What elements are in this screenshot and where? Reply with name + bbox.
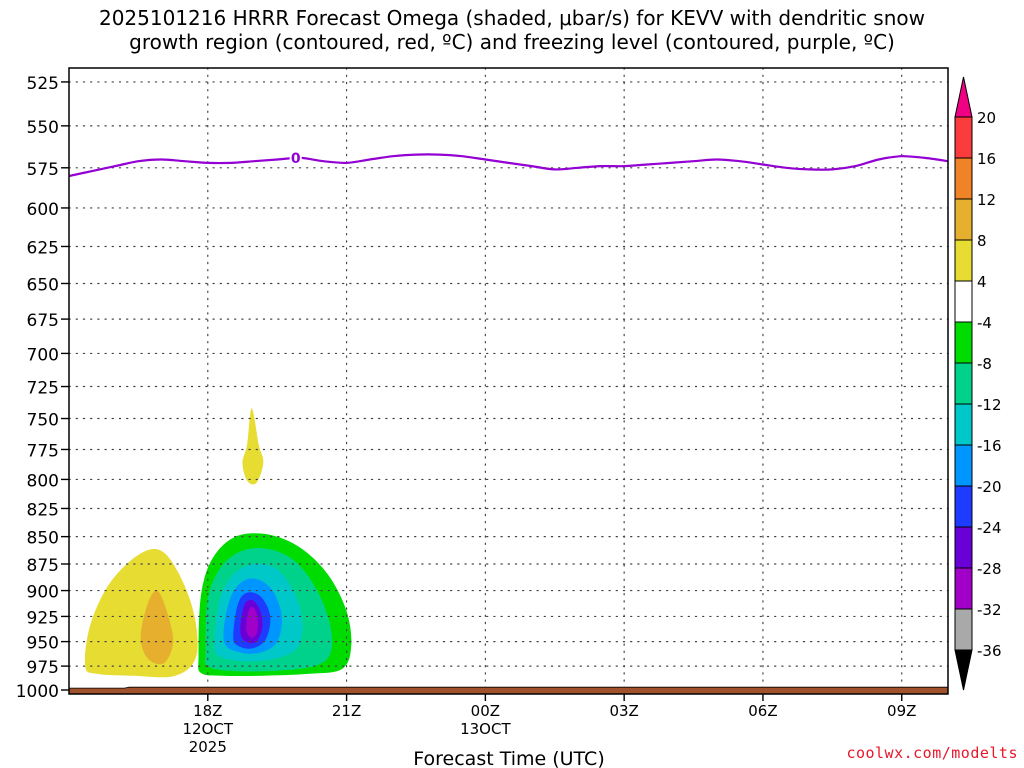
colorbar-bin--16-to--12 (954, 403, 973, 446)
y-tick-label-575: 575 (27, 160, 59, 180)
colorbar-label--32: -32 (977, 601, 1002, 619)
colorbar-bin--36-to--32 (954, 608, 973, 651)
x-tick-label-03Z: 03Z (609, 702, 638, 720)
x-tick-label-09Z: 09Z (887, 702, 916, 720)
chart-title-line-1: 2025101216 HRRR Forecast Omega (shaded, … (98, 6, 925, 30)
colorbar-bin--12-to--8 (954, 362, 973, 405)
colorbar-bin-8-to-12 (954, 198, 973, 241)
omega-region-updraft-moderate-west (140, 590, 174, 665)
y-tick-label-525: 525 (27, 74, 59, 94)
colorbar-bin-16-to-20 (954, 116, 973, 159)
x-tick-year-18Z: 2025 (189, 738, 227, 756)
colorbar-label-8: 8 (977, 232, 987, 250)
colorbar-label--12: -12 (977, 396, 1002, 414)
x-axis-label: Forecast Time (UTC) (413, 748, 604, 768)
colorbar-label--8: -8 (977, 355, 992, 373)
y-tick-label-900: 900 (27, 583, 59, 603)
colorbar-bin--4-to-4 (954, 280, 973, 323)
source-credit: coolwx.com/modelts (846, 744, 1018, 762)
colorbar-label--36: -36 (977, 642, 1002, 660)
colorbar-under-triangle (954, 649, 973, 691)
freezing-level-label: 0 (291, 151, 301, 167)
x-tick-date-18Z: 12OCT (183, 720, 234, 738)
axes-layer: 525 550 575 600 625 650 675 700 725 750 775 800 825 8… (16, 74, 917, 756)
colorbar-bin--32-to--28 (954, 567, 973, 610)
y-tick-label-700: 700 (27, 345, 59, 365)
colorbar-label-16: 16 (977, 150, 996, 168)
colorbar-bin--28-to--24 (954, 526, 973, 569)
colorbar-label--24: -24 (977, 519, 1002, 537)
y-tick-label-975: 975 (27, 658, 59, 678)
y-tick-label-825: 825 (27, 500, 59, 520)
y-tick-label-625: 625 (27, 238, 59, 258)
colorbar-bin-12-to-16 (954, 157, 973, 200)
colorbar-label-20: 20 (977, 109, 996, 127)
colorbar-over-triangle (954, 76, 973, 118)
y-tick-label-675: 675 (27, 311, 59, 331)
x-tick-label-06Z: 06Z (748, 702, 777, 720)
colorbar-label--16: -16 (977, 437, 1002, 455)
y-tick-label-875: 875 (27, 556, 59, 576)
y-tick-label-950: 950 (27, 634, 59, 654)
omega-region-downdraft-minus-28 (246, 606, 258, 638)
y-tick-label-725: 725 (27, 379, 59, 399)
colorbar-label-12: 12 (977, 191, 996, 209)
y-tick-label-750: 750 (27, 411, 59, 431)
chart-title: 2025101216 HRRR Forecast Omega (shaded, … (0, 6, 1024, 54)
x-tick-label-18Z: 18Z (193, 702, 222, 720)
plot-frame (68, 67, 949, 695)
freezing-level-line (69, 153, 948, 178)
x-tick-label-00Z: 00Z (471, 702, 500, 720)
x-tick-label-21Z: 21Z (332, 702, 361, 720)
colorbar-label--4: -4 (977, 314, 992, 332)
y-tick-label-775: 775 (27, 441, 59, 461)
colorbar-bin-4-to-8 (954, 239, 973, 282)
grid-layer (68, 67, 949, 695)
y-tick-label-850: 850 (27, 529, 59, 549)
colorbar-label--28: -28 (977, 560, 1002, 578)
y-tick-label-650: 650 (27, 275, 59, 295)
chart-title-line-2: growth region (contoured, red, ºC) and f… (129, 30, 895, 54)
terrain-ground (69, 686, 948, 694)
colorbar-bin--8-to--4 (954, 321, 973, 364)
colorbar-label-4: 4 (977, 273, 987, 291)
contour-layer: 0 (69, 150, 948, 694)
x-tick-date-00Z: 13OCT (460, 720, 511, 738)
omega-colorbar: -36 -32 -28 -24 -20 -16 -12 -8 -4 4 8 12 16 20 (954, 76, 1002, 691)
y-tick-label-800: 800 (27, 471, 59, 491)
omega-region-updraft-weak-west (84, 548, 198, 678)
y-tick-label-925: 925 (27, 608, 59, 628)
omega-fill-layer (84, 408, 352, 678)
y-tick-label-1000: 1000 (16, 682, 59, 702)
y-tick-label-550: 550 (27, 118, 59, 138)
colorbar-label--20: -20 (977, 478, 1002, 496)
freezing-label-bg (289, 150, 302, 166)
colorbar-bin--20-to--16 (954, 444, 973, 487)
y-tick-label-600: 600 (27, 200, 59, 220)
colorbar-bin--24-to--20 (954, 485, 973, 528)
omega-region-updraft-weak-aloft (242, 408, 264, 485)
